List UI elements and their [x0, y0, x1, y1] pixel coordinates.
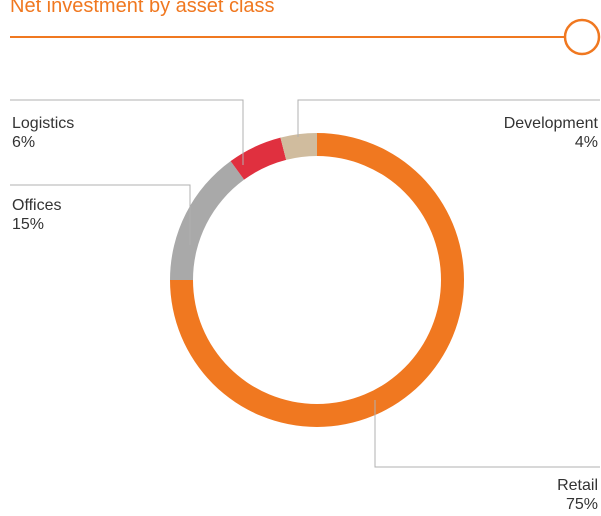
- category-label: Retail: [557, 477, 598, 494]
- donut-segment: [230, 137, 287, 180]
- leader-line: [10, 184, 191, 245]
- category-label: Offices: [12, 197, 62, 214]
- category-label: Logistics: [12, 115, 74, 132]
- value-label: 6%: [12, 134, 35, 151]
- donut-segment: [170, 161, 245, 280]
- value-label: 15%: [12, 216, 44, 233]
- category-label: Development: [504, 115, 599, 132]
- title-ornament: [563, 18, 601, 56]
- value-label: 75%: [566, 496, 598, 513]
- chart-title: Net investment by asset class: [10, 0, 275, 17]
- leader-line: [374, 400, 600, 468]
- leader-line: [10, 99, 244, 165]
- donut-segment: [280, 133, 317, 160]
- value-label: 4%: [575, 134, 598, 151]
- leader-line: [297, 99, 600, 137]
